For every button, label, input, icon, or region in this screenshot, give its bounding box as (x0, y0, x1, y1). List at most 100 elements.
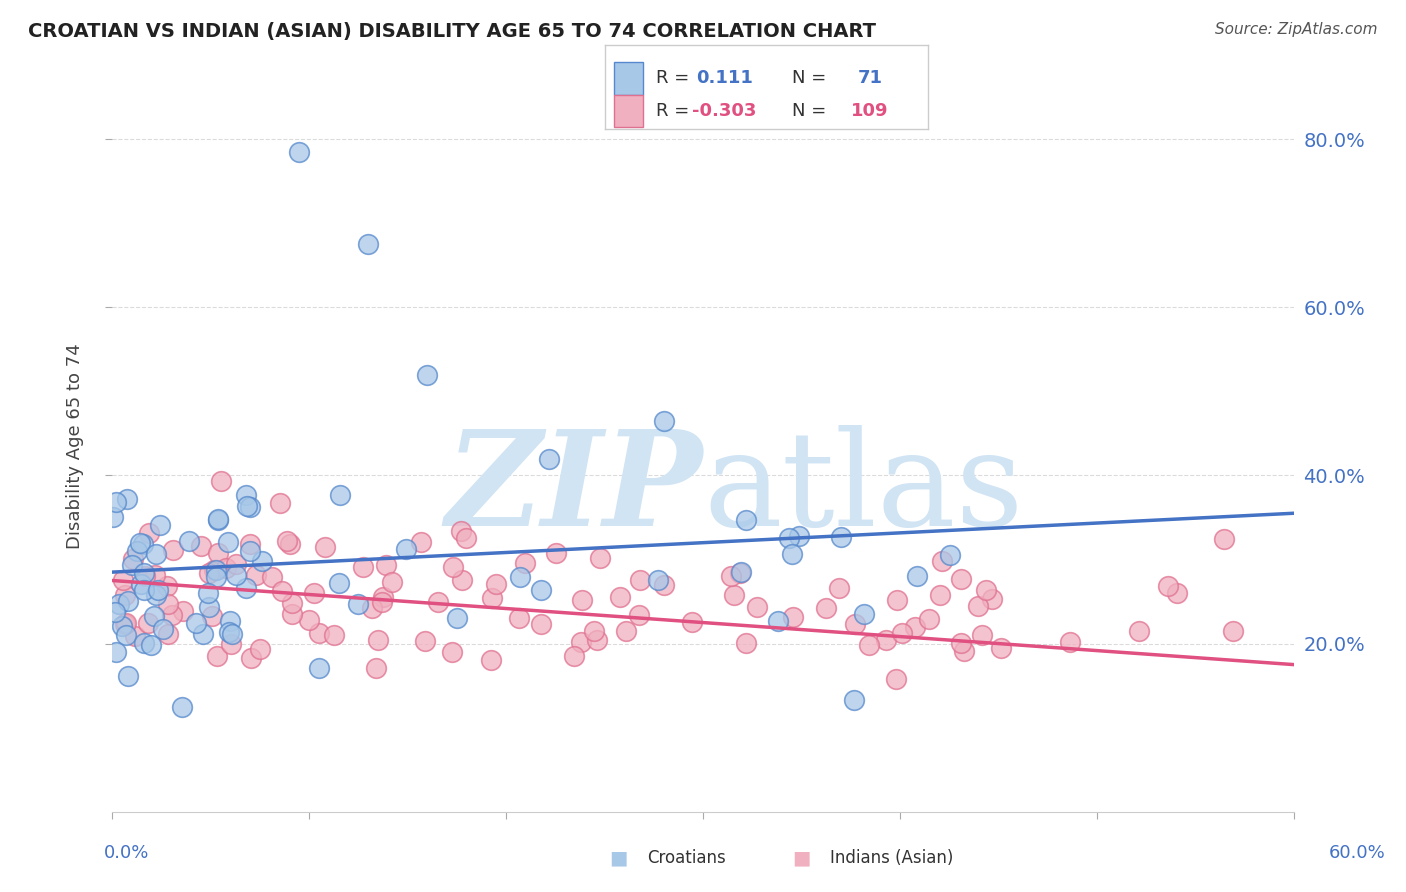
Point (440, 645, 463, 659)
Text: -0.303: -0.303 (692, 102, 756, 120)
Point (481, 591, 503, 606)
Point (352, 560, 374, 574)
Point (361, 600, 384, 615)
Point (627, 607, 650, 622)
Point (207, 546, 229, 560)
Point (198, 599, 221, 614)
Point (245, 567, 267, 582)
Point (235, 488, 257, 502)
Point (938, 549, 960, 563)
Point (830, 530, 852, 544)
Point (145, 568, 167, 582)
Text: ZIP: ZIP (446, 425, 703, 555)
Point (778, 532, 800, 546)
Point (768, 615, 790, 629)
Point (111, 619, 134, 633)
Point (586, 633, 609, 648)
Bar (614, 95, 644, 127)
Point (569, 635, 592, 649)
Text: N =: N = (792, 70, 827, 87)
Point (125, 544, 148, 558)
Point (218, 625, 240, 640)
Point (122, 552, 145, 566)
Point (162, 543, 184, 558)
Point (918, 612, 941, 626)
Point (395, 542, 418, 557)
Point (972, 628, 994, 642)
Point (132, 537, 155, 551)
Point (858, 638, 880, 652)
Point (780, 547, 803, 561)
Point (149, 518, 172, 533)
Point (236, 499, 259, 513)
Point (589, 551, 612, 566)
Text: ■: ■ (609, 848, 628, 868)
Text: ■: ■ (792, 848, 811, 868)
Point (479, 653, 502, 667)
Point (114, 588, 136, 602)
Point (730, 566, 752, 580)
Point (269, 496, 291, 510)
Point (298, 613, 321, 627)
Point (720, 569, 742, 583)
Point (252, 554, 274, 568)
Point (239, 537, 262, 551)
Point (117, 669, 139, 683)
Point (101, 510, 124, 524)
Point (205, 563, 228, 577)
Y-axis label: Disability Age 65 to 74: Disability Age 65 to 74 (66, 343, 84, 549)
Point (905, 569, 928, 583)
Point (114, 617, 136, 632)
Point (156, 579, 179, 593)
Point (329, 487, 352, 501)
Bar (614, 62, 644, 95)
Point (976, 582, 998, 597)
Point (446, 611, 468, 625)
Point (207, 512, 229, 526)
Point (371, 595, 394, 609)
Point (117, 594, 139, 608)
Point (177, 533, 200, 548)
Point (723, 588, 745, 602)
Point (117, 492, 139, 507)
Point (225, 557, 247, 571)
Point (582, 624, 605, 639)
Point (217, 534, 239, 549)
Text: Croatians: Croatians (647, 849, 725, 867)
Point (162, 608, 184, 623)
Point (530, 582, 553, 597)
Point (928, 588, 950, 602)
Point (456, 532, 478, 546)
Point (815, 600, 838, 615)
Point (450, 524, 472, 538)
Point (239, 651, 262, 665)
Point (323, 628, 346, 642)
Point (735, 513, 758, 527)
Point (308, 660, 330, 674)
Point (134, 569, 156, 583)
Text: 0.0%: 0.0% (104, 844, 149, 862)
Point (239, 500, 262, 515)
Point (409, 535, 432, 549)
Point (427, 595, 450, 609)
Point (276, 534, 298, 549)
Point (652, 577, 675, 591)
Point (105, 494, 128, 508)
Point (314, 540, 336, 554)
Point (875, 633, 897, 648)
Point (450, 574, 472, 588)
Point (416, 368, 439, 382)
Point (1222, 624, 1244, 638)
Point (950, 572, 973, 586)
Point (111, 573, 134, 587)
Point (647, 574, 669, 588)
Point (138, 526, 160, 541)
Point (886, 672, 908, 686)
Point (145, 547, 167, 561)
Point (146, 583, 169, 598)
Point (209, 474, 232, 488)
Text: R =: R = (657, 70, 689, 87)
Point (115, 615, 138, 630)
Point (207, 511, 229, 525)
Point (115, 628, 138, 642)
